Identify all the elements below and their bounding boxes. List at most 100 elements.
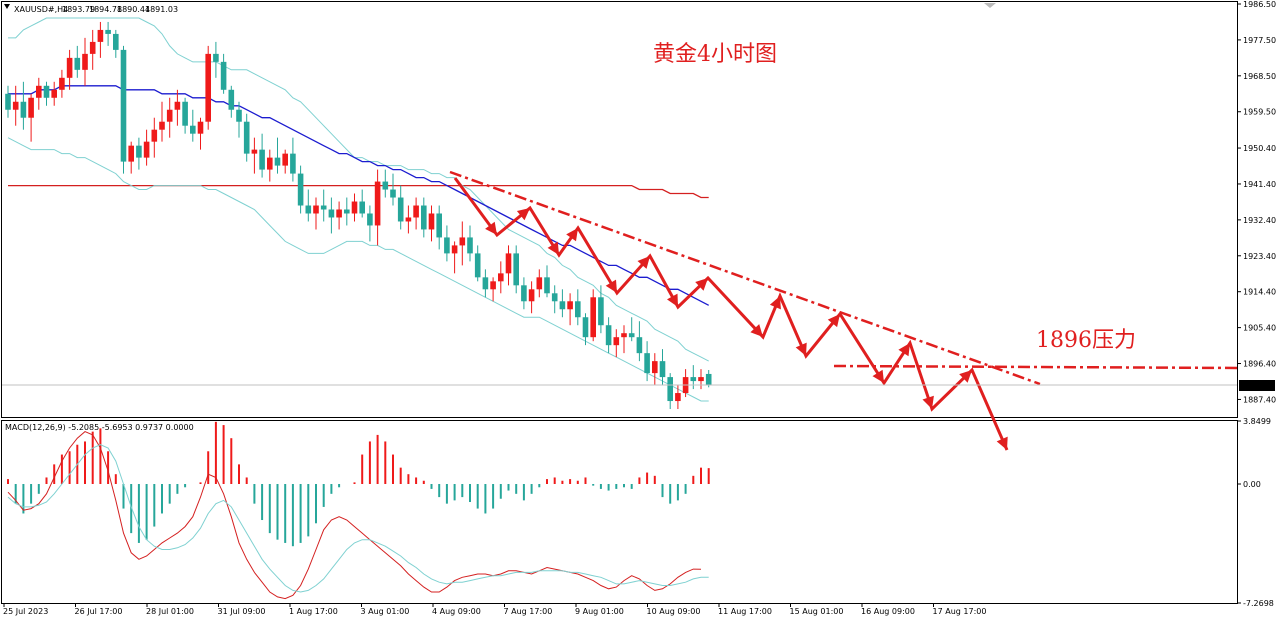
header-low: 1890.44	[117, 5, 150, 14]
bear-candle-body	[105, 29, 111, 34]
arrow-head-icon	[795, 342, 807, 356]
ma-slow-line	[8, 184, 709, 199]
bear-candle-body	[320, 205, 327, 210]
scroll-indicator-icon[interactable]	[984, 3, 996, 8]
bull-candle-body	[498, 273, 504, 282]
bear-candle-body	[544, 277, 550, 294]
bull-candle-body	[128, 145, 134, 162]
arrow-head-icon	[827, 314, 840, 328]
symbol-triangle-icon	[4, 4, 10, 9]
macd-signal-line	[7, 444, 709, 593]
bull-candle-body	[336, 209, 342, 218]
bull-candle-body	[174, 101, 181, 110]
time-tick-label: 10 Aug 09:00	[647, 607, 701, 616]
bear-candle-body	[213, 53, 219, 62]
current-price-tag-bg	[1239, 380, 1275, 391]
bull-candle-body	[621, 333, 627, 338]
arrow-head-icon	[996, 436, 1008, 450]
arrow-head-icon	[750, 324, 763, 337]
bull-candle-body	[351, 201, 358, 214]
bear-candle-body	[344, 209, 350, 214]
time-tick-label: 3 Aug 01:00	[361, 607, 410, 616]
time-tick-label: 1 Aug 17:00	[289, 607, 338, 616]
arrow-head-icon	[898, 343, 910, 357]
price-tick-label: 1986.50	[1243, 0, 1276, 9]
bear-candle-body	[444, 237, 450, 254]
bull-candle-body	[97, 29, 104, 42]
resistance-line	[833, 364, 1241, 370]
bear-candle-body	[136, 145, 142, 158]
price-tick-label: 1941.40	[1243, 180, 1276, 189]
bull-candle-body	[652, 361, 658, 374]
bull-candle-body	[459, 237, 466, 246]
arrow-head-icon	[769, 296, 781, 310]
bear-candle-body	[243, 121, 250, 154]
bear-candle-body	[690, 377, 697, 382]
bear-candle-body	[659, 361, 666, 378]
bear-candle-body	[705, 373, 712, 385]
zigzag-arrowheads	[485, 208, 1008, 450]
bear-candle-body	[328, 209, 335, 218]
bollinger-upper-line	[8, 17, 709, 362]
bull-candle-body	[267, 157, 273, 170]
price-tick-label: 1905.40	[1243, 324, 1276, 333]
bear-candle-body	[367, 213, 373, 226]
bear-candle-body	[359, 201, 365, 214]
bear-candle-body	[598, 297, 604, 326]
price-tick-label: 1896.40	[1243, 360, 1276, 369]
bull-candle-body	[567, 301, 573, 310]
bear-candle-body	[220, 61, 227, 90]
arrow-head-icon	[959, 370, 972, 383]
bull-candle-body	[166, 109, 173, 122]
bull-candle-body	[66, 57, 73, 78]
price-tick-label: 1968.50	[1243, 72, 1276, 81]
bear-candle-body	[605, 325, 612, 346]
macd-tick-label: 3.8499	[1243, 417, 1271, 426]
time-tick-label: 28 Jul 01:00	[146, 607, 194, 616]
chart-header: XAUUSD#,H4 1893.79 1894.78 1890.44 1891.…	[4, 4, 178, 14]
bull-candle-body	[36, 85, 42, 98]
time-tick-label: 31 Jul 09:00	[218, 607, 266, 616]
bear-candle-body	[228, 89, 235, 110]
bull-candle-body	[675, 393, 681, 402]
arrow-head-icon	[605, 279, 617, 293]
bear-candle-body	[113, 33, 119, 50]
bear-candle-body	[474, 253, 481, 278]
bull-candle-body	[405, 217, 412, 222]
arrow-head-icon	[695, 278, 708, 291]
bear-candle-body	[120, 49, 127, 162]
arrow-head-icon	[637, 256, 650, 269]
time-tick-label: 17 Aug 17:00	[933, 607, 987, 616]
bear-candle-body	[20, 101, 27, 118]
bear-candle-body	[390, 189, 396, 198]
arrow-head-icon	[922, 395, 934, 409]
bear-candle-body	[467, 237, 473, 254]
current-price-tag: 1891.03	[1239, 380, 1275, 391]
bull-candle-body	[89, 41, 96, 54]
resistance-annotation: 1896压力	[1036, 328, 1136, 353]
bull-candle-body	[528, 289, 535, 302]
bull-candle-body	[12, 101, 19, 110]
bull-candle-body	[159, 121, 165, 130]
macd-header: MACD(12,26,9) -5.2085 -5.6953 0.9737 0.0…	[5, 423, 194, 432]
macd-lines-layer	[7, 431, 709, 600]
bull-candle-body	[143, 141, 150, 158]
bull-candle-body	[282, 153, 288, 166]
macd-axis: 3.8499 0.00 -7.2698	[1237, 417, 1274, 608]
candles-layer	[5, 21, 712, 410]
time-tick-label: 16 Aug 09:00	[861, 607, 915, 616]
price-tick-label: 1923.40	[1243, 252, 1276, 261]
bear-candle-body	[551, 293, 558, 302]
macd-pane-frame	[1, 420, 1238, 604]
bear-candle-body	[74, 57, 81, 70]
time-tick-label: 11 Aug 17:00	[718, 607, 772, 616]
bollinger-layer	[7, 17, 709, 402]
arrow-head-icon	[485, 221, 497, 235]
arrow-head-icon	[547, 241, 559, 255]
time-axis: 25 Jul 2023 26 Jul 17:00 28 Jul 01:00 31 Ju…	[3, 603, 986, 616]
bear-candle-body	[5, 93, 11, 110]
bear-candle-body	[436, 213, 442, 238]
macd-line	[7, 431, 702, 600]
